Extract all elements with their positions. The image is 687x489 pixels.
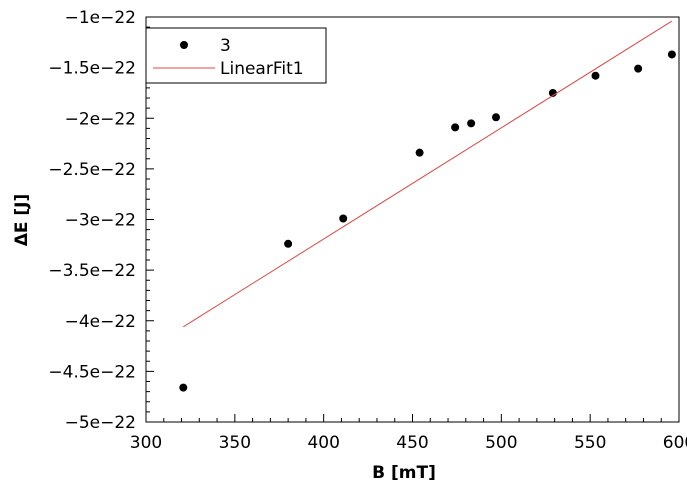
x-axis: 300 350 400 450 500 550 600	[130, 414, 687, 453]
y-axis-title: ΔE [J]	[12, 194, 32, 247]
x-tick-label: 600	[663, 433, 687, 453]
data-point	[667, 50, 676, 59]
x-tick-label: 400	[307, 433, 339, 453]
x-tick-label: 500	[485, 433, 517, 453]
legend-label-linearfit1: LinearFit1	[220, 59, 304, 79]
x-tick-label: 450	[396, 433, 428, 453]
x-tick-label: 350	[219, 433, 251, 453]
data-point	[548, 88, 557, 97]
data-point	[467, 119, 476, 128]
fit-line	[183, 20, 673, 328]
data-point	[634, 64, 643, 73]
legend: 3 LinearFit1	[145, 27, 327, 84]
x-tick-label: 550	[574, 433, 606, 453]
x-tick-label: 300	[130, 433, 162, 453]
data-point	[451, 123, 460, 132]
y-tick-label: −5e−22	[65, 413, 136, 433]
y-tick-label: −3e−22	[65, 211, 136, 231]
y-tick-label: −4.5e−22	[48, 362, 136, 382]
data-point	[492, 113, 501, 122]
y-tick-label: −1.5e−22	[48, 59, 136, 79]
data-point	[284, 239, 293, 248]
legend-box	[145, 27, 327, 84]
y-tick-label: −2.5e−22	[48, 160, 136, 180]
x-axis-title: B [mT]	[372, 463, 436, 483]
y-tick-label: −3.5e−22	[48, 261, 136, 281]
data-point	[415, 148, 424, 157]
data-point	[339, 214, 348, 223]
y-tick-label: −4e−22	[65, 312, 136, 332]
y-tick-label: −2e−22	[65, 109, 136, 129]
legend-label-3: 3	[220, 36, 231, 56]
data-point	[179, 383, 188, 392]
y-axis: −5e−22 −4.5e−22 −4e−22 −3.5e−22 −3e−22 −2.5e−…	[48, 8, 154, 433]
legend-marker-3	[180, 41, 188, 49]
y-tick-label: −1e−22	[65, 8, 136, 28]
series-layer	[179, 20, 676, 392]
data-point	[591, 71, 600, 80]
